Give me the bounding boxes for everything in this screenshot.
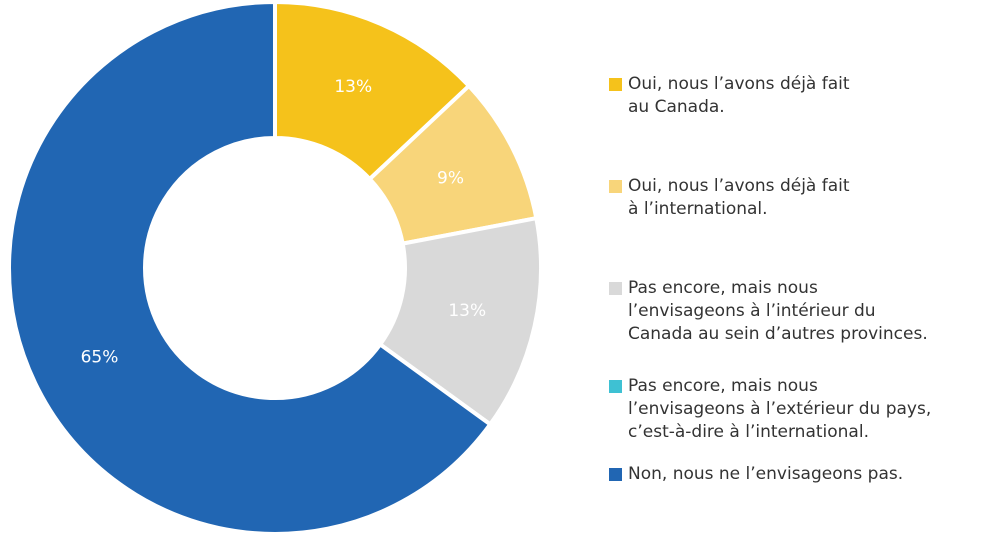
- value-label: 65%: [81, 347, 119, 367]
- slice: [7, 0, 493, 535]
- legend-label: Oui, nous l’avons déjà fait au Canada.: [628, 74, 850, 117]
- value-label: 13%: [334, 77, 372, 97]
- value-label: 13%: [448, 301, 486, 321]
- legend-label: Non, nous ne l’envisageons pas.: [628, 464, 904, 484]
- value-label: 9%: [437, 169, 464, 189]
- legend-swatch: [609, 180, 622, 193]
- legend-item: Oui, nous l’avons déjà fait au Canada.: [609, 73, 850, 119]
- legend-swatch: [609, 380, 622, 393]
- legend-swatch: [609, 78, 622, 91]
- legend-label: Pas encore, mais nous l’envisageons à l’…: [628, 278, 928, 344]
- legend-item: Oui, nous l’avons déjà fait à l’internat…: [609, 175, 850, 221]
- legend-swatch: [609, 468, 622, 481]
- legend-item: Non, nous ne l’envisageons pas.: [609, 463, 903, 486]
- legend-item: Pas encore, mais nous l’envisageons à l’…: [609, 277, 928, 346]
- legend-swatch: [609, 282, 622, 295]
- legend-label: Oui, nous l’avons déjà fait à l’internat…: [628, 176, 850, 219]
- legend-label: Pas encore, mais nous l’envisageons à l’…: [628, 376, 932, 442]
- chart: 13% 9% 13% 65%: [7, 0, 543, 535]
- legend-item: Pas encore, mais nous l’envisageons à l’…: [609, 375, 931, 444]
